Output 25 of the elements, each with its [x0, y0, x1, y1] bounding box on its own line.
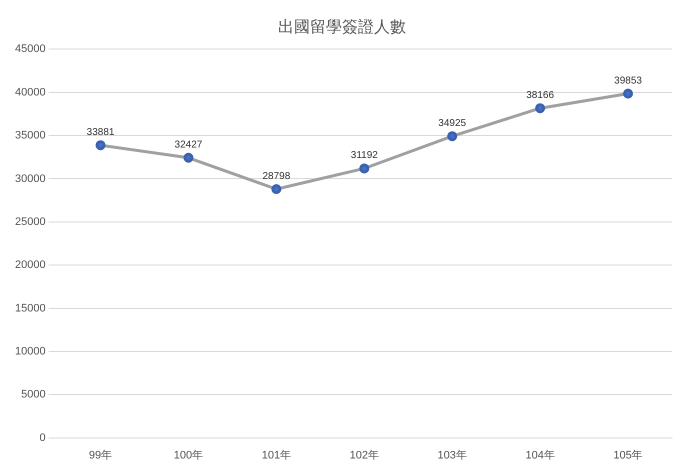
y-tick-label: 5000 — [21, 388, 46, 401]
x-tick-label: 99年 — [88, 449, 112, 462]
y-tick-label: 45000 — [14, 43, 46, 56]
data-label: 34925 — [438, 118, 467, 129]
data-label: 28798 — [262, 170, 291, 182]
data-label: 33881 — [86, 126, 115, 138]
y-tick-label: 10000 — [14, 345, 46, 358]
data-label: 32427 — [174, 140, 203, 151]
y-tick-label: 20000 — [14, 259, 46, 272]
y-tick-label: 30000 — [14, 172, 46, 185]
chart-title: 出國留學簽證人數 — [278, 18, 406, 36]
x-tick-label: 102年 — [350, 449, 379, 462]
x-tick-label: 101年 — [262, 449, 292, 462]
y-tick-label: 0 — [39, 432, 46, 444]
data-label: 39853 — [614, 75, 642, 86]
x-tick-label: 103年 — [438, 449, 467, 462]
y-tick-label: 40000 — [14, 86, 46, 98]
data-label: 38166 — [526, 90, 554, 101]
data-label: 31192 — [350, 150, 378, 162]
y-tick-label: 15000 — [14, 302, 46, 314]
y-tick-label: 35000 — [14, 130, 46, 142]
x-tick-label: 105年 — [613, 449, 643, 462]
x-tick-label: 104年 — [525, 449, 555, 462]
x-tick-label: 100年 — [174, 449, 204, 462]
y-tick-label: 25000 — [14, 216, 46, 228]
